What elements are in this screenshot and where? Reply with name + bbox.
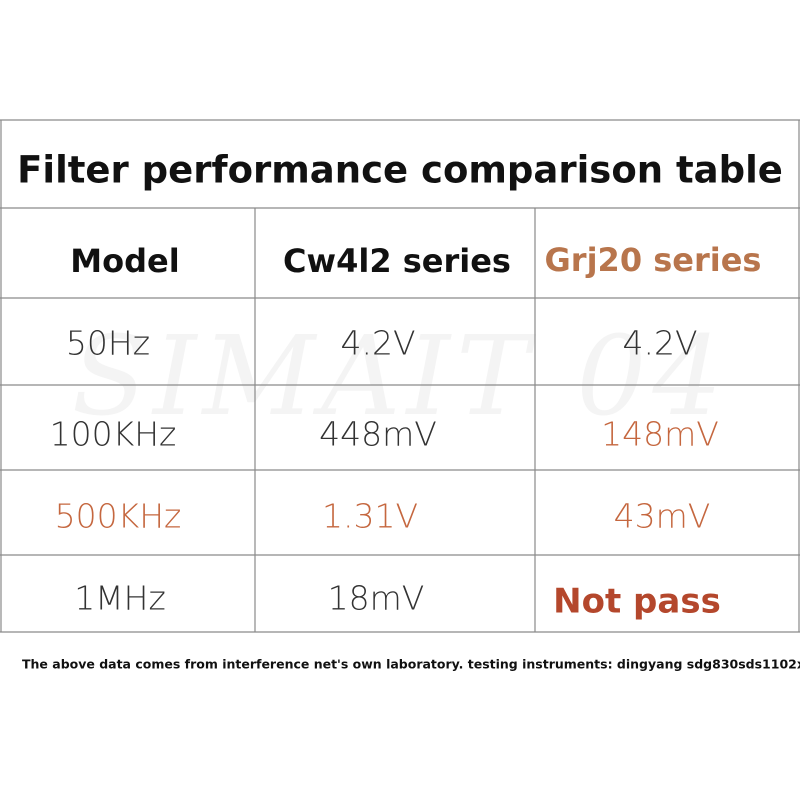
cell: 18mV [328, 579, 425, 618]
cell: 148mV [601, 415, 719, 454]
watermark: SIMAIT 04 [72, 312, 729, 440]
cell: 100KHz [50, 415, 177, 454]
cell: 1.31V [322, 497, 418, 536]
cell: 50Hz [66, 324, 150, 363]
cell: 500KHz [55, 497, 182, 536]
table-grid [0, 119, 800, 633]
header-cell: Grj20 series [545, 241, 762, 279]
footnote: The above data comes from interference n… [22, 657, 800, 672]
cell: Not pass [553, 582, 721, 622]
cell: 448mV [319, 415, 437, 454]
header-cell: Model [70, 242, 179, 280]
table-title: Filter performance comparison table [17, 149, 783, 192]
cell: 1MHz [74, 579, 166, 618]
cell: 43mV [614, 497, 711, 536]
header-cell: Cw4l2 series [283, 242, 511, 280]
cell: 4.2V [340, 324, 415, 363]
cell: 4.2V [622, 324, 697, 363]
